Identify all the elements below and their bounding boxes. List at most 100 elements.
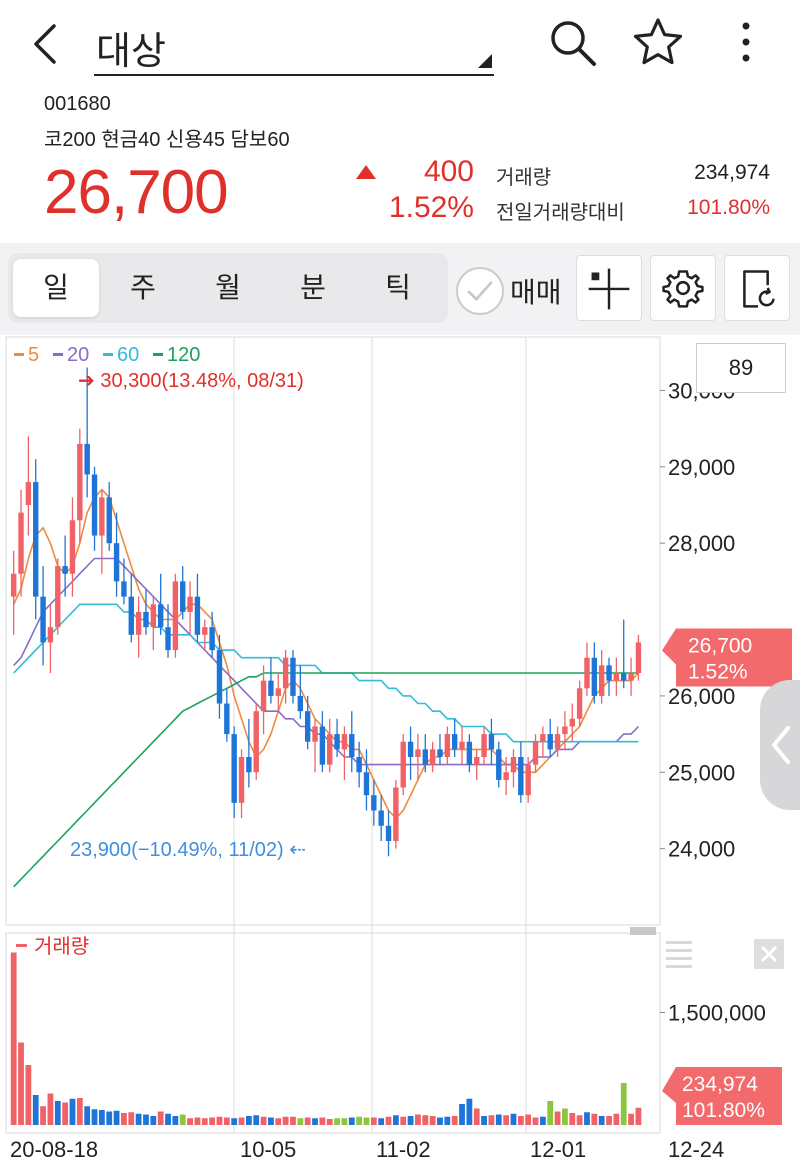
volume-bar [334, 1118, 340, 1125]
margin-info: 코200 현금40 신용45 담보60 [44, 129, 290, 151]
volume-bar [562, 1108, 568, 1125]
candle-body [25, 482, 32, 505]
current-price-tag-pct: 1.52% [688, 660, 748, 683]
checkmark-icon[interactable] [456, 267, 504, 315]
volume-bar [253, 1115, 260, 1125]
volume-bar [481, 1116, 487, 1125]
gear-icon[interactable] [650, 255, 716, 321]
volume-bar [187, 1118, 193, 1125]
candle-body [18, 512, 24, 574]
candle-body [606, 665, 612, 681]
crosshair-icon[interactable] [576, 255, 642, 321]
current-price-tag [662, 628, 792, 687]
ma-line-120 [13, 672, 639, 888]
tab-day[interactable]: 일 [13, 259, 99, 317]
candle-body [459, 741, 465, 750]
date-axis-label: 20-08-18 [10, 1137, 98, 1162]
candle-body [349, 734, 355, 757]
price-axis-label: 26,000 [668, 684, 735, 709]
volume-bar [54, 1101, 61, 1125]
volume-bar [304, 1117, 311, 1125]
pane-menu-icon[interactable] [666, 941, 692, 968]
volume-bar [18, 1042, 24, 1125]
current-volume-tag-pct: 101.80% [682, 1099, 765, 1122]
tab-tick[interactable]: 틱 [385, 272, 411, 303]
tab-month[interactable]: 월 [215, 272, 241, 303]
star-icon[interactable] [630, 14, 686, 70]
volume-bar [407, 1116, 414, 1125]
volume-bar [495, 1114, 502, 1125]
current-volume-tag-value: 234,974 [682, 1073, 758, 1096]
high-price-annotation: ➔ 30,300(13.48%, 08/31) [78, 370, 304, 392]
volume-value: 234,974 [694, 161, 770, 184]
candle-body [282, 657, 289, 689]
page-refresh-icon[interactable] [724, 255, 790, 321]
candle-body [216, 650, 223, 704]
candle-body [135, 611, 142, 635]
volume-bar [503, 1115, 510, 1125]
candle-body [172, 581, 179, 651]
candle-body [422, 749, 428, 765]
legend-swatch [103, 353, 113, 356]
more-vertical-icon[interactable] [718, 14, 774, 70]
volume-bar [554, 1111, 561, 1125]
volume-bar [165, 1113, 171, 1125]
candle-body [77, 443, 83, 521]
candle-body [444, 734, 451, 757]
volume-bar [201, 1118, 208, 1125]
candle-body [621, 673, 627, 681]
volume-bar [231, 1118, 238, 1125]
tab-minute[interactable]: 분 [300, 272, 326, 303]
volume-bar [216, 1116, 223, 1125]
trade-toggle-label[interactable]: 매매 [510, 277, 562, 308]
candle-body [400, 741, 406, 788]
candle-body [393, 787, 399, 841]
volume-bar [150, 1116, 157, 1125]
candle-body [224, 703, 230, 735]
volume-bar [451, 1116, 458, 1125]
stock-selector[interactable]: 대상 [94, 10, 494, 76]
volume-bar [260, 1116, 267, 1125]
volume-bar [194, 1117, 201, 1125]
legend-swatch [53, 353, 63, 356]
candle-body [238, 757, 245, 803]
volume-axis-label: 1,500,000 [668, 1001, 766, 1026]
candle-body [106, 497, 112, 544]
candle-body [628, 673, 634, 681]
current-price-tag-value: 26,700 [688, 634, 752, 657]
chart-toolbar: 일 주 월 분 틱 매매 [0, 243, 800, 335]
candle-body [334, 734, 340, 750]
tab-week[interactable]: 주 [130, 272, 156, 303]
candle-body [128, 596, 134, 635]
candle-body [62, 566, 68, 574]
candle-body [10, 573, 17, 597]
volume-label: 거래량 [496, 167, 552, 189]
volume-bar [517, 1116, 524, 1125]
volume-bar [223, 1117, 230, 1125]
candle-body [356, 757, 362, 773]
chevron-left-icon[interactable] [22, 18, 72, 70]
candle-body [33, 482, 39, 597]
period-count-input[interactable]: 89 [696, 343, 786, 393]
candle-body [385, 825, 392, 841]
volume-bar [576, 1115, 583, 1125]
close-pane-icon[interactable] [754, 939, 784, 969]
volume-bar [319, 1117, 326, 1125]
search-icon[interactable] [544, 14, 600, 70]
side-panel-toggle[interactable] [760, 680, 800, 810]
candle-body [437, 749, 443, 757]
candle-body [69, 520, 76, 574]
volume-bar [429, 1116, 436, 1125]
candle-body [187, 596, 193, 612]
volume-bar [32, 1095, 39, 1125]
volume-ratio-value: 101.80% [687, 196, 770, 219]
volume-bar [62, 1102, 69, 1125]
dropdown-caret-icon [478, 54, 492, 68]
candle-body [260, 680, 267, 712]
volume-bar [628, 1113, 634, 1125]
app-header: 대상 [0, 0, 800, 85]
volume-bar [76, 1098, 83, 1125]
volume-bar [25, 1065, 32, 1125]
